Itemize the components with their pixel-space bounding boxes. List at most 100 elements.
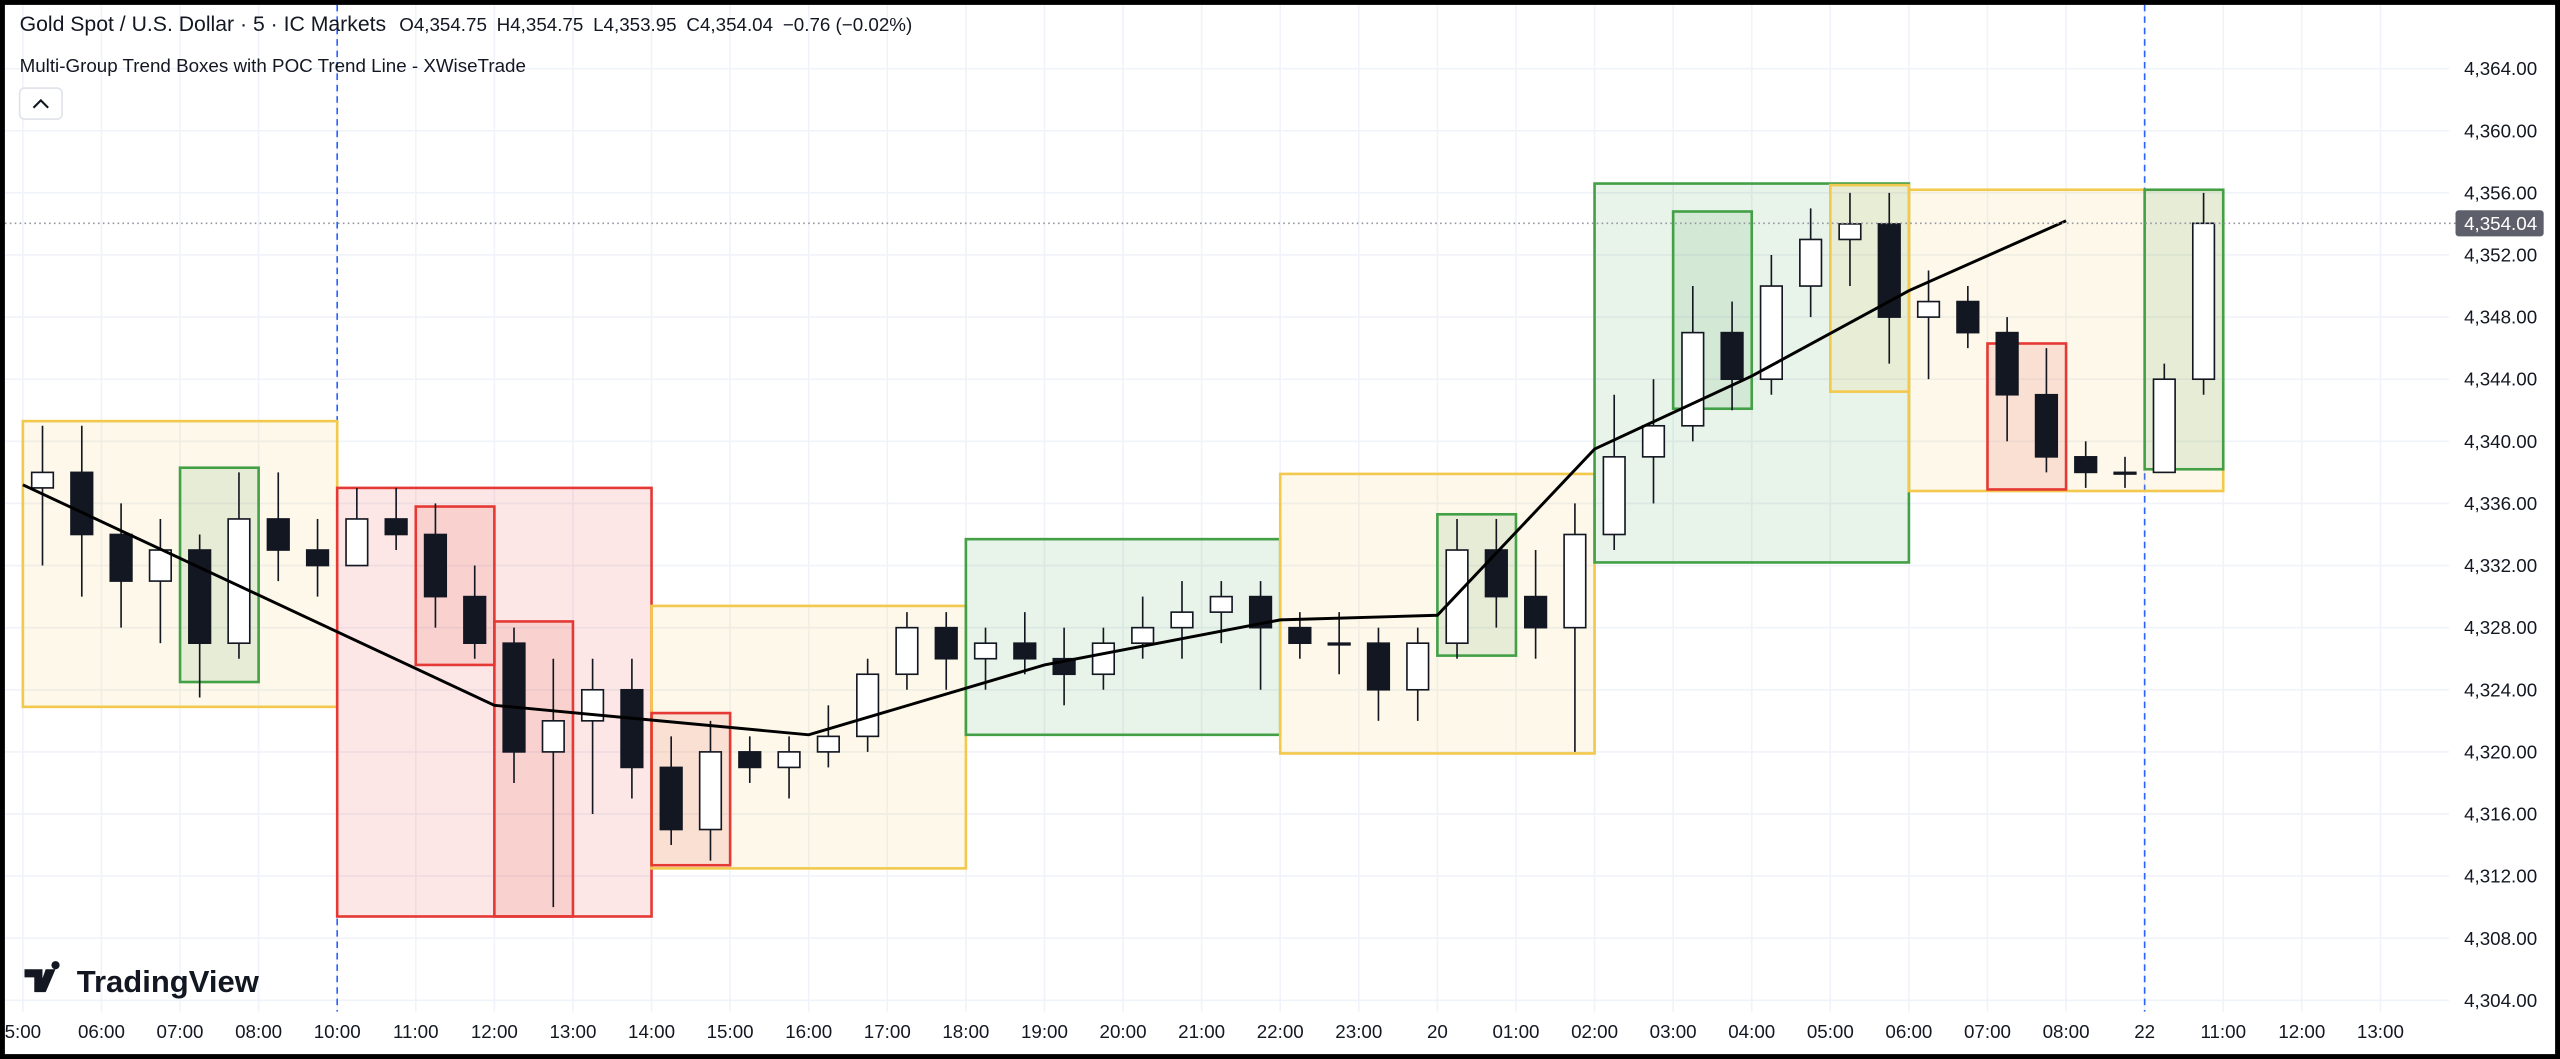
y-tick-label: 4,304.00 — [2464, 990, 2537, 1011]
candle-body — [1641, 424, 1666, 458]
candle-body — [266, 518, 290, 551]
candle-body — [659, 766, 683, 831]
poc-trend-line — [22, 219, 2067, 737]
y-tick-label: 4,348.00 — [2464, 307, 2537, 328]
candle-body — [1956, 300, 1980, 334]
x-tick-label: 07:00 — [1964, 1021, 2011, 1042]
x-tick-label: 19:00 — [1021, 1021, 1068, 1042]
candle-body — [1720, 331, 1744, 381]
x-tick-label: 16:00 — [785, 1021, 832, 1042]
candle-body — [2074, 456, 2098, 474]
candle-body — [738, 751, 762, 769]
candle-body — [384, 518, 408, 536]
candle-body — [109, 533, 133, 582]
candle-body — [698, 751, 723, 831]
y-tick-label: 4,360.00 — [2464, 120, 2537, 141]
x-tick-label: 21:00 — [1178, 1021, 1225, 1042]
y-tick-label: 4,352.00 — [2464, 245, 2537, 266]
x-tick-label: 22:00 — [1257, 1021, 1304, 1042]
candle-body — [1209, 595, 1233, 613]
candle-body — [1484, 549, 1508, 598]
candle-body — [1248, 595, 1273, 629]
y-tick-label: 4,364.00 — [2464, 58, 2537, 79]
y-tick-label: 4,320.00 — [2464, 741, 2537, 762]
candle-body — [1170, 611, 1194, 629]
candle-body — [1759, 285, 1783, 381]
x-tick-label: 13:00 — [2357, 1021, 2404, 1042]
candle-body — [1799, 238, 1823, 287]
trend-box — [964, 537, 1282, 737]
y-tick-label: 4,356.00 — [2464, 182, 2537, 203]
ohlc-key: L — [593, 14, 603, 35]
candle-body — [2034, 393, 2059, 458]
candle-body — [2191, 222, 2216, 381]
candle-body — [777, 751, 801, 769]
candle-body — [1288, 626, 1312, 645]
candle-body — [2152, 378, 2176, 474]
candle-body — [1013, 642, 1037, 660]
ohlc-value: 4,353.95 — [604, 14, 677, 35]
y-tick-label: 4,344.00 — [2464, 369, 2537, 390]
candle-body — [305, 549, 330, 567]
symbol-title: Gold Spot / U.S. Dollar · 5 · IC Markets — [20, 13, 387, 36]
candle-body — [895, 626, 919, 676]
ohlc-key: H — [497, 14, 511, 35]
candle-body — [1602, 456, 1626, 536]
x-tick-label: 17:00 — [864, 1021, 911, 1042]
x-tick-label: 15:00 — [707, 1021, 754, 1042]
candle-body — [70, 471, 94, 536]
candle-body — [345, 518, 369, 567]
y-tick-label: 4,312.00 — [2464, 866, 2537, 887]
candle-body — [1995, 331, 2019, 396]
logo-text: TradingView — [77, 964, 260, 999]
trend-box — [1671, 210, 1754, 411]
x-tick-label: 01:00 — [1492, 1021, 1539, 1042]
candle-body — [1327, 642, 1351, 646]
y-tick-label: 4,332.00 — [2464, 555, 2537, 576]
ohlc-key: C — [686, 14, 700, 35]
collapse-button[interactable] — [18, 87, 63, 120]
candle-body — [973, 642, 998, 660]
x-tick-label: 20 — [1427, 1021, 1448, 1042]
candle-body — [423, 533, 448, 598]
candle-body — [188, 549, 212, 645]
x-tick-label: 18:00 — [942, 1021, 989, 1042]
x-tick-label: 11:00 — [2200, 1021, 2246, 1042]
candle-body — [502, 642, 526, 753]
x-tick-label: 08:00 — [235, 1021, 282, 1042]
x-tick-label: 10:00 — [314, 1021, 361, 1042]
x-tick-label: 02:00 — [1571, 1021, 1618, 1042]
y-tick-label: 4,336.00 — [2464, 493, 2537, 514]
x-tick-label: 03:00 — [1650, 1021, 1697, 1042]
candle-body — [2113, 471, 2137, 475]
x-tick-label: 5:00 — [5, 1021, 42, 1042]
x-tick-label: 20:00 — [1100, 1021, 1147, 1042]
ohlc-value: 4,354.75 — [414, 14, 487, 35]
candle-body — [1877, 223, 1901, 318]
x-tick-label: 06:00 — [1885, 1021, 1932, 1042]
grid — [4, 4, 2449, 1012]
y-tick-label: 4,340.00 — [2464, 431, 2537, 452]
candle-body — [30, 471, 55, 489]
candle-body — [1838, 223, 1862, 241]
candle-body — [148, 549, 173, 582]
x-tick-label: 13:00 — [549, 1021, 596, 1042]
logo: TradingView — [24, 961, 260, 999]
x-tick-label: 06:00 — [78, 1021, 125, 1042]
ohlc-key: O — [399, 14, 414, 35]
x-tick-label: 14:00 — [628, 1021, 675, 1042]
candle-body — [620, 688, 644, 769]
ohlc-value: 4,354.04 — [700, 14, 773, 35]
candle-body — [816, 735, 840, 753]
candle-body — [1916, 300, 1941, 318]
y-tick-label: 4,316.00 — [2464, 804, 2537, 825]
y-tick-label: 4,324.00 — [2464, 679, 2537, 700]
candle-body — [463, 595, 487, 645]
candle-body — [1091, 642, 1116, 676]
x-tick-label: 23:00 — [1335, 1021, 1382, 1042]
change: −0.76 (−0.02%) — [783, 14, 912, 35]
candle-body — [1406, 642, 1430, 691]
last-price-tag — [2455, 210, 2544, 237]
